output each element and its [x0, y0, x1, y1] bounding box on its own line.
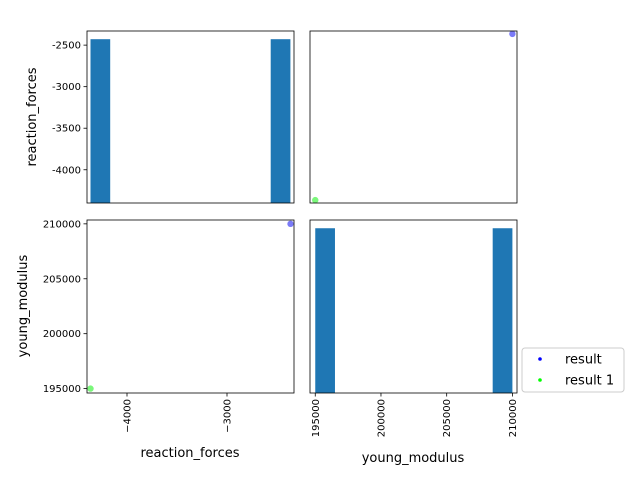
legend-label-0: result: [565, 353, 602, 368]
xtick-label-young_modulus-3: 210000: [508, 399, 519, 437]
ytick-label-reaction_forces-2: -3500: [52, 124, 81, 135]
panel-reaction_forces-vs-reaction_forces-frame: [86, 30, 295, 204]
xtick-label-young_modulus-2: 205000: [442, 399, 453, 437]
scatter-point-panel-reaction_forces-vs-young_modulus-s1-0: [312, 196, 319, 204]
scatter-point-panel-reaction_forces-vs-young_modulus-s0-0: [509, 30, 516, 38]
histogram-bar-reaction_forces-0: [90, 39, 111, 203]
x-axis-label-reaction_forces: reaction_forces: [140, 446, 239, 461]
panel-young_modulus-vs-reaction_forces-frame: [86, 219, 295, 394]
x-axis-label-young_modulus: young_modulus: [362, 451, 465, 466]
panel-reaction_forces-vs-young_modulus-frame: [309, 30, 518, 204]
legend-marker-0: [538, 357, 542, 361]
ytick-label-young_modulus-2: 200000: [43, 329, 81, 340]
xtick-label-young_modulus-1: 200000: [376, 399, 387, 437]
panel-young_modulus-vs-young_modulus-frame: [309, 219, 518, 394]
y-axis-label-reaction_forces: reaction_forces: [25, 67, 40, 166]
scatter-point-panel-young_modulus-vs-reaction_forces-s1-0: [87, 385, 94, 392]
ytick-label-reaction_forces-0: -2500: [52, 41, 81, 52]
xtick-label-reaction_forces-0: −4000: [123, 399, 134, 433]
ytick-label-reaction_forces-3: -4000: [52, 165, 81, 176]
legend-box: [521, 347, 625, 393]
xtick-label-young_modulus-0: 195000: [311, 399, 322, 437]
ytick-label-young_modulus-0: 210000: [43, 219, 81, 230]
scatter-point-panel-young_modulus-vs-reaction_forces-s0-0: [287, 220, 294, 228]
legend-label-1: result 1: [565, 374, 614, 389]
ytick-label-young_modulus-3: 195000: [43, 384, 81, 395]
legend-marker-1: [538, 378, 542, 382]
y-axis-label-young_modulus: young_modulus: [16, 254, 31, 357]
histogram-bar-young_modulus-1: [492, 228, 513, 393]
xtick-label-reaction_forces-1: −3000: [223, 399, 234, 433]
histogram-bar-young_modulus-0: [315, 228, 335, 393]
ytick-label-young_modulus-1: 205000: [43, 274, 81, 285]
ytick-label-reaction_forces-1: -3000: [52, 82, 81, 93]
histogram-bar-reaction_forces-1: [270, 39, 291, 203]
